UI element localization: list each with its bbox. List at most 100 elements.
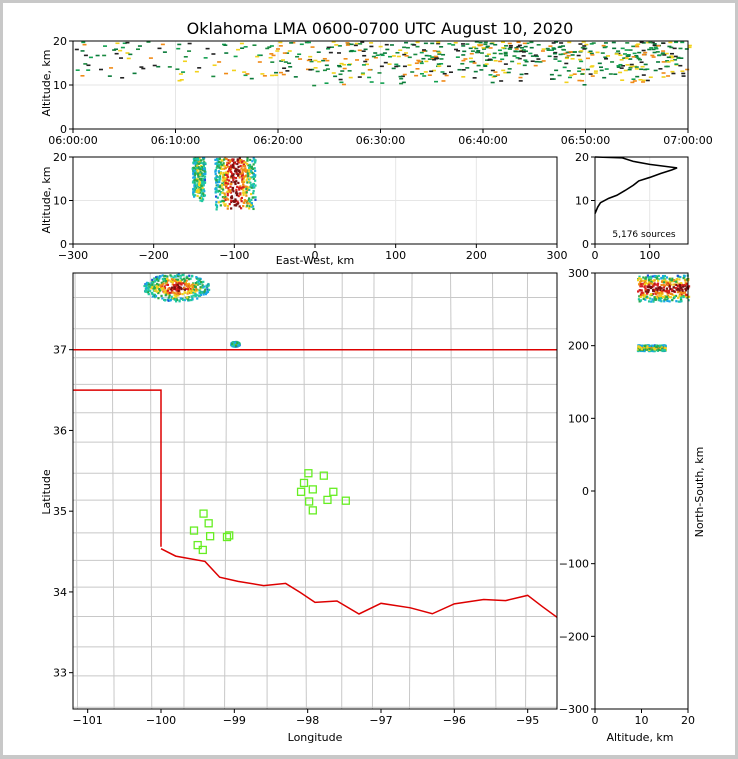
plan-view-cell-0 bbox=[191, 290, 193, 292]
time-height-source bbox=[204, 57, 208, 59]
histogram-ytick-label-2: 20 bbox=[575, 151, 589, 164]
plan-view-cell-0 bbox=[151, 283, 153, 285]
time-height-source bbox=[501, 41, 505, 43]
plan-view-cell-0 bbox=[195, 286, 197, 288]
time-height-source bbox=[461, 45, 465, 47]
time-height-source bbox=[582, 45, 586, 47]
county-line bbox=[112, 273, 114, 709]
time-height-source bbox=[274, 74, 278, 76]
time-height-source bbox=[323, 58, 327, 60]
ew-height-cell-0 bbox=[203, 168, 205, 170]
time-height-source bbox=[362, 55, 366, 57]
time-height-source bbox=[580, 73, 584, 75]
ew-height-cell-1 bbox=[230, 183, 232, 185]
plan-view-cell-0 bbox=[168, 288, 170, 290]
time-height-source bbox=[188, 43, 192, 45]
time-height-source bbox=[578, 43, 582, 45]
time-height-source bbox=[282, 74, 286, 76]
ns-height-cell-0 bbox=[658, 287, 660, 289]
plan-view-cell-0 bbox=[194, 293, 196, 295]
ew-height-cell-1 bbox=[218, 201, 220, 203]
time-height-source bbox=[651, 49, 655, 51]
time-height-source bbox=[563, 53, 567, 55]
time-height-source bbox=[376, 54, 380, 56]
time-height-source bbox=[615, 53, 619, 55]
ns-height-cell-0 bbox=[643, 286, 645, 288]
time-height-source bbox=[81, 42, 85, 44]
plan-view-cell-0 bbox=[165, 294, 167, 296]
time-height-source bbox=[548, 55, 552, 57]
plan-view-cell-0 bbox=[156, 278, 158, 280]
plan-view-cell-0 bbox=[200, 281, 202, 283]
time-height-xtick-label-2: 06:20:00 bbox=[253, 134, 302, 147]
county-line bbox=[492, 273, 495, 709]
time-height-source bbox=[436, 42, 440, 44]
time-height-source bbox=[397, 56, 401, 58]
ew-height-cell-1 bbox=[245, 185, 247, 187]
ew-height-ytick-label-2: 20 bbox=[53, 151, 67, 164]
time-height-source bbox=[326, 48, 330, 50]
plan-view-cell-0 bbox=[204, 290, 206, 292]
ns-height-cell-0 bbox=[679, 284, 681, 286]
time-height-source bbox=[365, 59, 369, 61]
time-height-source bbox=[668, 42, 672, 44]
ns-height-cell-0 bbox=[649, 297, 651, 299]
ns-height-ytick-label-0: −300 bbox=[559, 703, 589, 716]
lma-station-16 bbox=[306, 498, 313, 505]
time-height-source bbox=[558, 60, 562, 62]
time-height-source bbox=[447, 65, 451, 67]
time-height-source bbox=[96, 55, 100, 57]
time-height-source bbox=[211, 53, 215, 55]
time-height-source bbox=[631, 78, 635, 80]
plan-view-cell-0 bbox=[162, 287, 164, 289]
ew-height-cell-1 bbox=[242, 184, 244, 186]
time-height-source bbox=[289, 42, 293, 44]
time-height-source bbox=[457, 69, 461, 71]
plan-view-cell-0 bbox=[162, 283, 164, 285]
time-height-source bbox=[558, 75, 562, 77]
time-height-source bbox=[646, 80, 650, 82]
time-height-source bbox=[516, 41, 520, 43]
ns-height-cell-0 bbox=[654, 298, 656, 300]
ew-height-cell-1 bbox=[230, 207, 232, 209]
ew-height-cell-0 bbox=[196, 179, 198, 181]
time-height-source bbox=[224, 73, 228, 75]
plan-view-cell-0 bbox=[180, 283, 182, 285]
plan-view-ytick-label-2: 35 bbox=[53, 505, 67, 518]
ew-height-cell-0 bbox=[197, 195, 199, 197]
ns-height-cell-0 bbox=[655, 287, 657, 289]
time-height-source bbox=[287, 62, 291, 64]
time-height-source bbox=[176, 48, 180, 50]
time-height-source bbox=[413, 54, 417, 56]
ew-height-cell-1 bbox=[251, 187, 253, 189]
time-height-source bbox=[633, 80, 637, 82]
time-height-source bbox=[661, 53, 665, 55]
ew-height-cell-1 bbox=[254, 196, 256, 198]
time-height-source bbox=[270, 75, 274, 77]
data-layer bbox=[75, 41, 692, 352]
ns-height-cell-0 bbox=[664, 290, 666, 292]
time-height-source bbox=[520, 74, 524, 76]
ew-height-cell-1 bbox=[216, 165, 218, 167]
plan-view-cell-0 bbox=[187, 291, 189, 293]
ew-height-cell-1 bbox=[226, 158, 228, 160]
time-height-xtick-label-5: 06:50:00 bbox=[561, 134, 610, 147]
time-height-source bbox=[373, 52, 377, 54]
time-height-source bbox=[639, 68, 643, 70]
time-height-source bbox=[559, 54, 563, 56]
ns-height-cell-0 bbox=[640, 299, 642, 301]
ew-height-cell-0 bbox=[204, 182, 206, 184]
time-height-source bbox=[461, 60, 465, 62]
ew-height-cell-1 bbox=[235, 169, 237, 171]
time-height-source bbox=[141, 68, 145, 70]
ns-height-cell-0 bbox=[660, 295, 662, 297]
time-height-source bbox=[523, 59, 527, 61]
time-height-source bbox=[654, 47, 658, 49]
time-height-source bbox=[184, 56, 188, 58]
plan-view-cell-0 bbox=[153, 287, 155, 289]
ns-height-cell-1 bbox=[646, 346, 648, 348]
plan-view-cell-1 bbox=[233, 343, 235, 345]
plan-view-cell-0 bbox=[197, 279, 199, 281]
time-height-source bbox=[424, 43, 428, 45]
time-height-source bbox=[630, 82, 634, 84]
